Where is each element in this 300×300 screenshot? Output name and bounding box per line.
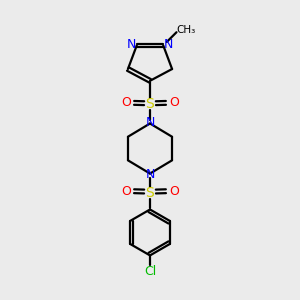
Text: N: N: [164, 38, 173, 51]
Text: O: O: [169, 185, 179, 198]
Text: O: O: [121, 96, 131, 110]
Text: Cl: Cl: [144, 265, 156, 278]
Text: S: S: [146, 98, 154, 111]
Text: O: O: [169, 96, 179, 110]
Text: CH₃: CH₃: [176, 25, 196, 35]
Text: S: S: [146, 186, 154, 200]
Text: N: N: [127, 38, 136, 51]
Text: O: O: [121, 185, 131, 198]
Text: N: N: [145, 116, 155, 129]
Text: N: N: [145, 168, 155, 181]
